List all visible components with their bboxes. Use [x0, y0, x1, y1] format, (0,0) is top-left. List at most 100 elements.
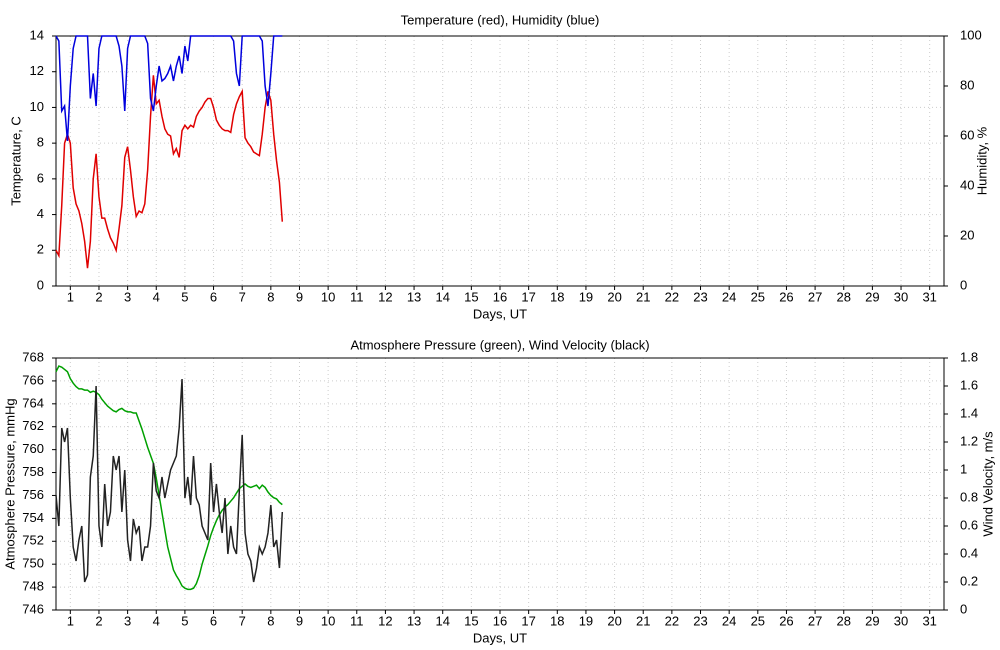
- x-tick-label: 8: [267, 613, 274, 628]
- x-tick-label: 19: [579, 613, 593, 628]
- y2-tick-label: 1.6: [960, 377, 978, 392]
- y-tick-label: 754: [22, 510, 44, 525]
- y2-tick-label: 0.4: [960, 545, 978, 560]
- y2-tick-label: 1.2: [960, 433, 978, 448]
- y-tick-label: 6: [37, 170, 44, 185]
- x-tick-label: 6: [210, 613, 217, 628]
- plot-frame: [55, 357, 945, 611]
- x-tick-label: 4: [153, 613, 160, 628]
- x-tick-label: 29: [865, 289, 879, 304]
- x-axis-label: Days, UT: [473, 306, 527, 321]
- data-line: [55, 378, 284, 583]
- y-tick-label: 760: [22, 441, 44, 456]
- y-axis-label: Atmosphere Pressure, mmHg: [2, 398, 17, 569]
- y2-tick-label: 0.8: [960, 489, 978, 504]
- x-tick-label: 23: [693, 613, 707, 628]
- x-tick-label: 6: [210, 289, 217, 304]
- x-tick-label: 27: [808, 613, 822, 628]
- y-tick-label: 768: [22, 349, 44, 364]
- y2-tick-label: 40: [960, 177, 974, 192]
- y2-axis-label: Wind Velocity, m/s: [980, 431, 995, 537]
- y2-tick-label: 100: [960, 27, 982, 42]
- x-tick-label: 29: [865, 613, 879, 628]
- y-axis-label: Temperature, C: [8, 116, 23, 206]
- x-tick-label: 14: [435, 613, 449, 628]
- y2-tick-label: 80: [960, 77, 974, 92]
- chart-title: Temperature (red), Humidity (blue): [401, 12, 600, 27]
- x-tick-label: 3: [124, 289, 131, 304]
- y-tick-label: 0: [37, 277, 44, 292]
- y-tick-label: 746: [22, 601, 44, 616]
- plot-frame: [55, 35, 945, 287]
- y-tick-label: 766: [22, 372, 44, 387]
- x-tick-label: 22: [665, 613, 679, 628]
- x-tick-label: 14: [435, 289, 449, 304]
- y-tick-label: 762: [22, 418, 44, 433]
- x-tick-label: 28: [837, 613, 851, 628]
- y-tick-label: 750: [22, 556, 44, 571]
- x-tick-label: 13: [407, 289, 421, 304]
- x-tick-label: 5: [181, 613, 188, 628]
- y-tick-label: 764: [22, 395, 44, 410]
- x-tick-label: 16: [493, 289, 507, 304]
- x-tick-label: 17: [521, 613, 535, 628]
- x-tick-label: 12: [378, 613, 392, 628]
- x-tick-label: 2: [95, 289, 102, 304]
- x-tick-label: 25: [751, 289, 765, 304]
- x-tick-label: 30: [894, 613, 908, 628]
- x-tick-label: 25: [751, 613, 765, 628]
- x-tick-label: 31: [922, 613, 936, 628]
- y2-tick-label: 1.4: [960, 405, 978, 420]
- x-tick-label: 19: [579, 289, 593, 304]
- x-tick-label: 27: [808, 289, 822, 304]
- chart-title: Atmosphere Pressure (green), Wind Veloci…: [350, 337, 649, 352]
- x-tick-label: 15: [464, 613, 478, 628]
- x-tick-label: 11: [350, 289, 364, 304]
- y-tick-label: 12: [30, 63, 44, 78]
- x-tick-label: 7: [239, 613, 246, 628]
- x-tick-label: 15: [464, 289, 478, 304]
- y2-tick-label: 60: [960, 127, 974, 142]
- y2-tick-label: 1: [960, 461, 967, 476]
- x-tick-label: 1: [67, 289, 74, 304]
- y-tick-label: 14: [30, 27, 44, 42]
- x-tick-label: 11: [350, 613, 364, 628]
- x-tick-label: 20: [607, 289, 621, 304]
- x-tick-label: 22: [665, 289, 679, 304]
- x-tick-label: 26: [779, 613, 793, 628]
- x-tick-label: 26: [779, 289, 793, 304]
- x-tick-label: 18: [550, 289, 564, 304]
- y-tick-label: 10: [30, 99, 44, 114]
- data-line: [55, 35, 283, 142]
- x-tick-label: 24: [722, 289, 736, 304]
- y2-tick-label: 1.8: [960, 349, 978, 364]
- x-tick-label: 18: [550, 613, 564, 628]
- y-tick-label: 752: [22, 533, 44, 548]
- x-axis-label: Days, UT: [473, 630, 527, 645]
- y-tick-label: 758: [22, 464, 44, 479]
- x-tick-label: 13: [407, 613, 421, 628]
- x-tick-label: 30: [894, 289, 908, 304]
- x-tick-label: 21: [636, 289, 650, 304]
- x-tick-label: 12: [378, 289, 392, 304]
- x-tick-label: 5: [181, 289, 188, 304]
- x-tick-label: 24: [722, 613, 736, 628]
- y-tick-label: 2: [37, 242, 44, 257]
- y2-tick-label: 0: [960, 601, 967, 616]
- x-tick-label: 23: [693, 289, 707, 304]
- x-tick-label: 21: [636, 613, 650, 628]
- x-tick-label: 2: [95, 613, 102, 628]
- y2-axis-label: Humidity, %: [974, 126, 989, 195]
- data-line: [55, 365, 283, 591]
- x-tick-label: 9: [296, 613, 303, 628]
- y-tick-label: 4: [37, 206, 44, 221]
- x-tick-label: 1: [67, 613, 74, 628]
- x-tick-label: 7: [239, 289, 246, 304]
- y2-tick-label: 0: [960, 277, 967, 292]
- x-tick-label: 3: [124, 613, 131, 628]
- x-tick-label: 20: [607, 613, 621, 628]
- data-line: [55, 75, 284, 269]
- x-tick-label: 8: [267, 289, 274, 304]
- x-tick-label: 4: [153, 289, 160, 304]
